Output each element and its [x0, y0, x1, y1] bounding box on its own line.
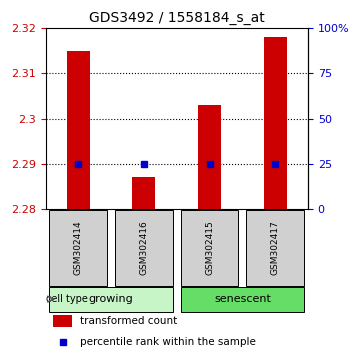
Bar [132, 177, 155, 209]
Text: senescent: senescent [214, 294, 271, 304]
Text: GSM302415: GSM302415 [205, 221, 214, 275]
Bar [49, 210, 107, 286]
Bar [115, 210, 173, 286]
Bar [67, 51, 90, 209]
Bar [198, 105, 221, 209]
Bar [53, 315, 72, 327]
Text: cell type: cell type [46, 294, 88, 304]
Text: GSM302417: GSM302417 [271, 221, 280, 275]
Bar [264, 37, 287, 209]
Bar [181, 210, 238, 286]
Bar [246, 210, 304, 286]
Text: growing: growing [89, 294, 133, 304]
Text: GSM302414: GSM302414 [74, 221, 83, 275]
Bar [49, 287, 173, 312]
Text: percentile rank within the sample: percentile rank within the sample [80, 337, 256, 347]
Bar [181, 287, 304, 312]
Title: GDS3492 / 1558184_s_at: GDS3492 / 1558184_s_at [89, 11, 265, 24]
Text: GSM302416: GSM302416 [139, 221, 148, 275]
Text: transformed count: transformed count [80, 316, 177, 326]
